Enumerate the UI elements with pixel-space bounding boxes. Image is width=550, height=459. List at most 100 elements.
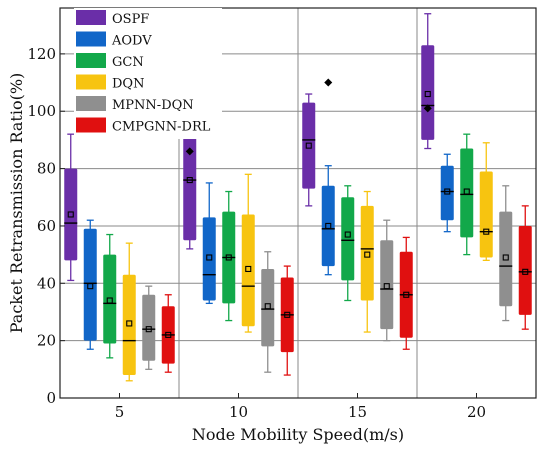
box-body	[202, 217, 216, 301]
box-body	[142, 294, 156, 361]
box-body	[421, 45, 435, 140]
box-body	[241, 214, 255, 327]
mean-marker	[444, 188, 451, 195]
mean-marker	[383, 283, 390, 290]
box-body	[341, 197, 355, 281]
box-ospf-20	[421, 13, 435, 150]
legend-swatch	[76, 96, 106, 111]
box-body	[302, 102, 316, 189]
mean-marker	[522, 268, 529, 275]
box-cmpgnn-drl-20	[518, 205, 532, 330]
box-dqn-15	[360, 190, 374, 333]
mean-marker	[284, 311, 291, 318]
mean-marker	[206, 254, 213, 261]
mean-marker	[145, 326, 152, 333]
mean-marker	[186, 177, 193, 184]
box-body	[518, 225, 532, 315]
box-mpnn-dqn-5	[142, 285, 156, 370]
x-tick-label: 10	[229, 403, 248, 421]
box-gcn-15	[341, 185, 355, 302]
box-body	[83, 228, 97, 341]
legend-item: AODV	[76, 31, 152, 49]
box-mpnn-dqn-15	[380, 219, 394, 342]
box-cmpgnn-drl-10	[280, 265, 294, 376]
mean-marker	[264, 303, 271, 310]
box-body	[122, 274, 136, 376]
legend-swatch	[76, 74, 106, 90]
outlier-marker	[423, 104, 432, 113]
box-body	[499, 211, 513, 307]
mean-marker	[424, 90, 431, 98]
box-cmpgnn-drl-5	[161, 294, 175, 373]
legend-item: CMPGNN-DRL	[76, 117, 211, 135]
mean-marker	[483, 228, 490, 235]
box-body	[479, 171, 493, 258]
legend-label: CMPGNN-DRL	[112, 120, 211, 135]
y-tick-label: 120	[27, 45, 56, 63]
axis-layer: 0 20 40 60 80 100 120 5 10 15 20	[27, 45, 486, 421]
y-tick-label: 80	[37, 160, 56, 178]
box-body	[360, 205, 374, 301]
box-aodv-20	[440, 153, 454, 233]
mean-marker	[502, 254, 509, 261]
legend-item: OSPF	[76, 10, 149, 27]
mean-marker	[325, 222, 332, 229]
mean-marker	[364, 251, 371, 258]
y-tick-label: 100	[27, 102, 56, 120]
legend-item: DQN	[76, 74, 144, 92]
box-gcn-5	[103, 233, 117, 359]
mean-marker	[87, 283, 94, 290]
x-tick-label: 5	[115, 403, 125, 421]
legend-background	[74, 8, 222, 139]
y-axis-title: Packet Retransmission Ratio(%)	[7, 73, 26, 334]
plot-frame	[59, 7, 537, 399]
box-body	[261, 268, 275, 347]
box-aodv-5	[83, 219, 97, 350]
mean-marker	[403, 291, 410, 298]
box-body	[64, 168, 78, 261]
box-aodv-15	[321, 78, 335, 276]
box-body	[460, 148, 474, 238]
legend: OSPF AODV GCN DQN MPNN-DQN CMPGNN-DRL	[74, 8, 222, 139]
box-layer	[64, 13, 532, 382]
mean-marker	[126, 320, 133, 327]
box-body	[380, 240, 394, 330]
legend-swatch	[76, 117, 106, 133]
mean-marker	[67, 211, 74, 218]
y-tick-label: 40	[37, 274, 56, 292]
box-aodv-10	[202, 182, 216, 305]
box-ospf-15	[302, 93, 316, 207]
box-cmpgnn-drl-15	[399, 236, 413, 350]
box-gcn-10	[222, 190, 236, 322]
mean-marker	[463, 188, 470, 195]
legend-swatch	[76, 53, 106, 68]
y-tick-label: 0	[46, 389, 56, 407]
box-dqn-20	[479, 142, 493, 262]
box-body	[103, 254, 117, 344]
box-body	[440, 165, 454, 221]
legend-swatch	[76, 10, 106, 25]
mean-marker	[165, 331, 172, 338]
mean-marker	[344, 231, 351, 238]
x-axis-title: Node Mobility Speed(m/s)	[192, 425, 404, 444]
y-tick-label: 60	[37, 217, 56, 235]
box-mpnn-dqn-10	[261, 251, 275, 373]
mean-marker	[245, 265, 252, 273]
legend-label: GCN	[112, 55, 144, 70]
legend-swatch	[76, 31, 106, 47]
mean-marker	[305, 142, 312, 149]
box-ospf-5	[64, 133, 78, 282]
x-tick-label: 20	[467, 403, 486, 421]
legend-label: AODV	[111, 34, 152, 49]
legend-label: MPNN-DQN	[112, 98, 194, 113]
box-mpnn-dqn-20	[499, 185, 513, 322]
box-gcn-20	[460, 133, 474, 256]
box-ospf-10	[183, 104, 197, 250]
legend-item: MPNN-DQN	[76, 96, 194, 113]
legend-item: GCN	[76, 53, 144, 70]
mean-marker	[225, 254, 232, 261]
mean-marker	[106, 297, 113, 304]
outlier-marker	[324, 78, 333, 87]
